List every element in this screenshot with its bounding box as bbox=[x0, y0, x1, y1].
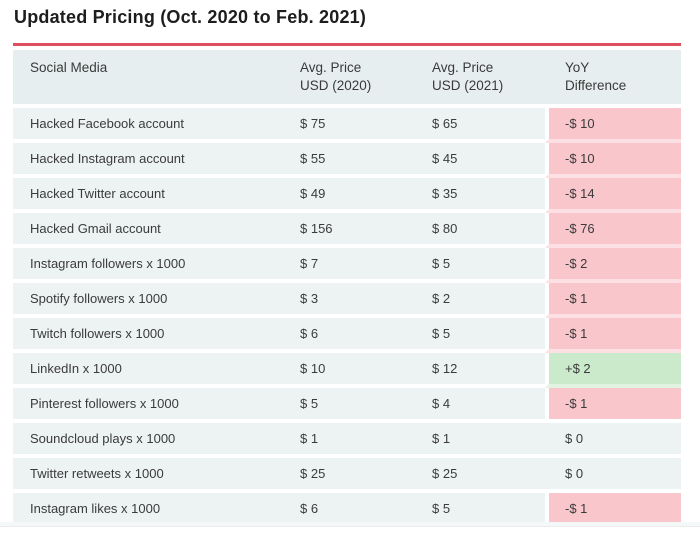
page-bottom-divider bbox=[0, 522, 700, 527]
row-label: Soundcloud plays x 1000 bbox=[30, 431, 176, 446]
column-header-line: Difference bbox=[565, 77, 627, 93]
column-header-line: Avg. Price bbox=[300, 60, 362, 75]
yoy-difference-value: -$ 10 bbox=[545, 108, 681, 143]
table-row: Hacked Instagram account $ 55 $ 45 -$ 10 bbox=[13, 143, 681, 178]
price-2020-value: $ 10 bbox=[300, 361, 326, 376]
price-2021-value: $ 5 bbox=[432, 256, 451, 271]
row-label: LinkedIn x 1000 bbox=[30, 361, 122, 376]
price-2021-value: $ 80 bbox=[432, 221, 458, 236]
table-row: Spotify followers x 1000 $ 3 $ 2 -$ 1 bbox=[13, 283, 681, 318]
price-2020-value: $ 75 bbox=[300, 116, 326, 131]
yoy-difference-value: +$ 2 bbox=[545, 353, 681, 388]
price-2020-value: $ 1 bbox=[300, 431, 319, 446]
row-label: Hacked Twitter account bbox=[30, 186, 165, 201]
yoy-difference-value: -$ 10 bbox=[545, 143, 681, 178]
table-row: Instagram followers x 1000 $ 7 $ 5 -$ 2 bbox=[13, 248, 681, 283]
row-label: Spotify followers x 1000 bbox=[30, 291, 168, 306]
table-body: Hacked Facebook account $ 75 $ 65 -$ 10 Hack… bbox=[13, 108, 681, 524]
price-2020-value: $ 25 bbox=[300, 466, 326, 481]
yoy-difference-value: $ 0 bbox=[565, 431, 584, 446]
table-header-row: Social Media Avg. Price USD (2020) Avg. … bbox=[13, 50, 681, 104]
row-label: Pinterest followers x 1000 bbox=[30, 396, 179, 411]
table-row: Instagram likes x 1000 $ 6 $ 5 -$ 1 bbox=[13, 493, 681, 524]
column-header-price-2020: Avg. Price USD (2020) bbox=[285, 50, 418, 104]
yoy-difference-value: -$ 2 bbox=[545, 248, 681, 283]
price-2021-value: $ 5 bbox=[432, 501, 451, 516]
price-2020-value: $ 6 bbox=[300, 501, 319, 516]
price-2021-value: $ 35 bbox=[432, 186, 458, 201]
price-2021-value: $ 25 bbox=[432, 466, 458, 481]
price-2020-value: $ 5 bbox=[300, 396, 319, 411]
row-label: Hacked Instagram account bbox=[30, 151, 185, 166]
price-2021-value: $ 4 bbox=[432, 396, 451, 411]
column-header-price-2021: Avg. Price USD (2021) bbox=[418, 50, 545, 104]
price-2021-value: $ 12 bbox=[432, 361, 458, 376]
price-2020-value: $ 3 bbox=[300, 291, 319, 306]
table-row: Twitch followers x 1000 $ 6 $ 5 -$ 1 bbox=[13, 318, 681, 353]
table-row: Hacked Twitter account $ 49 $ 35 -$ 14 bbox=[13, 178, 681, 213]
row-label: Instagram likes x 1000 bbox=[30, 501, 161, 516]
price-2021-value: $ 1 bbox=[432, 431, 451, 446]
row-label: Instagram followers x 1000 bbox=[30, 256, 186, 271]
yoy-difference-value: -$ 14 bbox=[545, 178, 681, 213]
price-2021-value: $ 45 bbox=[432, 151, 458, 166]
column-header-line: USD (2020) bbox=[300, 77, 372, 93]
column-header-yoy-difference: YoY Difference bbox=[545, 50, 681, 104]
row-label: Twitch followers x 1000 bbox=[30, 326, 165, 341]
page-title: Updated Pricing (Oct. 2020 to Feb. 2021) bbox=[14, 7, 367, 27]
column-header-social-media: Social Media bbox=[13, 50, 285, 104]
table-row: LinkedIn x 1000 $ 10 $ 12 +$ 2 bbox=[13, 353, 681, 388]
column-header-line: Avg. Price bbox=[432, 60, 494, 75]
table-row: Hacked Facebook account $ 75 $ 65 -$ 10 bbox=[13, 108, 681, 143]
price-2021-value: $ 2 bbox=[432, 291, 451, 306]
row-label: Hacked Gmail account bbox=[30, 221, 161, 236]
price-2021-value: $ 65 bbox=[432, 116, 458, 131]
column-header-line: USD (2021) bbox=[432, 77, 504, 93]
price-2020-value: $ 7 bbox=[300, 256, 319, 271]
row-label: Twitter retweets x 1000 bbox=[30, 466, 164, 481]
price-2020-value: $ 55 bbox=[300, 151, 326, 166]
table-row: Soundcloud plays x 1000 $ 1 $ 1 $ 0 bbox=[13, 423, 681, 454]
yoy-difference-value: $ 0 bbox=[565, 466, 584, 481]
price-2021-value: $ 5 bbox=[432, 326, 451, 341]
price-2020-value: $ 49 bbox=[300, 186, 326, 201]
yoy-difference-value: -$ 1 bbox=[545, 388, 681, 419]
column-header-line: YoY bbox=[565, 60, 590, 75]
row-label: Hacked Facebook account bbox=[30, 116, 184, 131]
title-rule bbox=[13, 43, 681, 46]
yoy-difference-value: -$ 1 bbox=[545, 318, 681, 353]
yoy-difference-value: -$ 76 bbox=[545, 213, 681, 248]
yoy-difference-value: -$ 1 bbox=[545, 283, 681, 318]
column-header-line: Social Media bbox=[30, 60, 108, 75]
table-row: Twitter retweets x 1000 $ 25 $ 25 $ 0 bbox=[13, 458, 681, 489]
price-2020-value: $ 156 bbox=[300, 221, 333, 236]
table-row: Pinterest followers x 1000 $ 5 $ 4 -$ 1 bbox=[13, 388, 681, 419]
table-row: Hacked Gmail account $ 156 $ 80 -$ 76 bbox=[13, 213, 681, 248]
pricing-table: Social Media Avg. Price USD (2020) Avg. … bbox=[13, 50, 681, 528]
price-2020-value: $ 6 bbox=[300, 326, 319, 341]
yoy-difference-value: -$ 1 bbox=[545, 493, 681, 524]
